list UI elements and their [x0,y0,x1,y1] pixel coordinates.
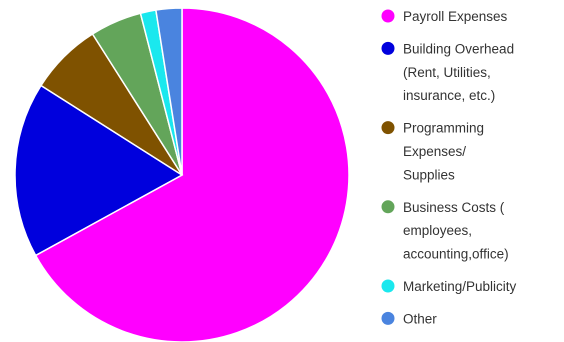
legend-item-5: Other [381,311,437,326]
legend-label-line: Business Costs ( [403,200,505,215]
legend-swatch-4 [381,279,395,293]
legend-label-line: Payroll Expenses [403,9,508,24]
legend-label-line: employees, [403,223,472,238]
legend-label-line: Expenses/ [403,144,466,159]
legend-item-0: Payroll Expenses [381,9,508,24]
legend-label-0: Payroll Expenses [403,9,508,24]
pie-slices [14,7,350,342]
legend-item-2: Programming Expenses/Supplies [381,121,484,183]
legend-label-4: Marketing/Publicity [403,279,517,294]
legend: Payroll Expenses Building Overhead (Rent, … [381,9,517,326]
legend-swatch-1 [381,41,395,55]
legend-label-5: Other [403,311,437,326]
legend-label-line: insurance, etc.) [403,88,495,103]
legend-swatch-3 [381,200,395,214]
legend-item-1: Building Overhead (Rent, Utilities, insura… [381,41,514,103]
legend-label-line: Marketing/Publicity [403,279,517,294]
pie-slice-5 [155,7,183,176]
legend-swatch-5 [381,311,395,325]
legend-item-4: Marketing/Publicity [381,279,517,294]
legend-label-line: Programming [403,121,484,136]
legend-label-1: Building Overhead (Rent, Utilities, insura… [403,41,514,103]
legend-label-line: (Rent, Utilities, [403,65,491,80]
legend-item-3: Business Costs ( employees, accounting,off… [381,200,509,262]
pie-slice-1 [14,84,184,257]
legend-label-line: accounting,office) [403,247,509,262]
pie-slice-0 [34,7,350,342]
legend-label-3: Business Costs ( employees, accounting,off… [403,200,509,262]
legend-swatch-2 [381,121,395,135]
legend-label-2: Programming Expenses/Supplies [403,121,484,183]
legend-swatch-0 [381,9,395,23]
legend-label-line: Building Overhead [403,41,514,56]
legend-label-line: Supplies [403,167,455,182]
legend-label-line: Other [403,311,437,326]
